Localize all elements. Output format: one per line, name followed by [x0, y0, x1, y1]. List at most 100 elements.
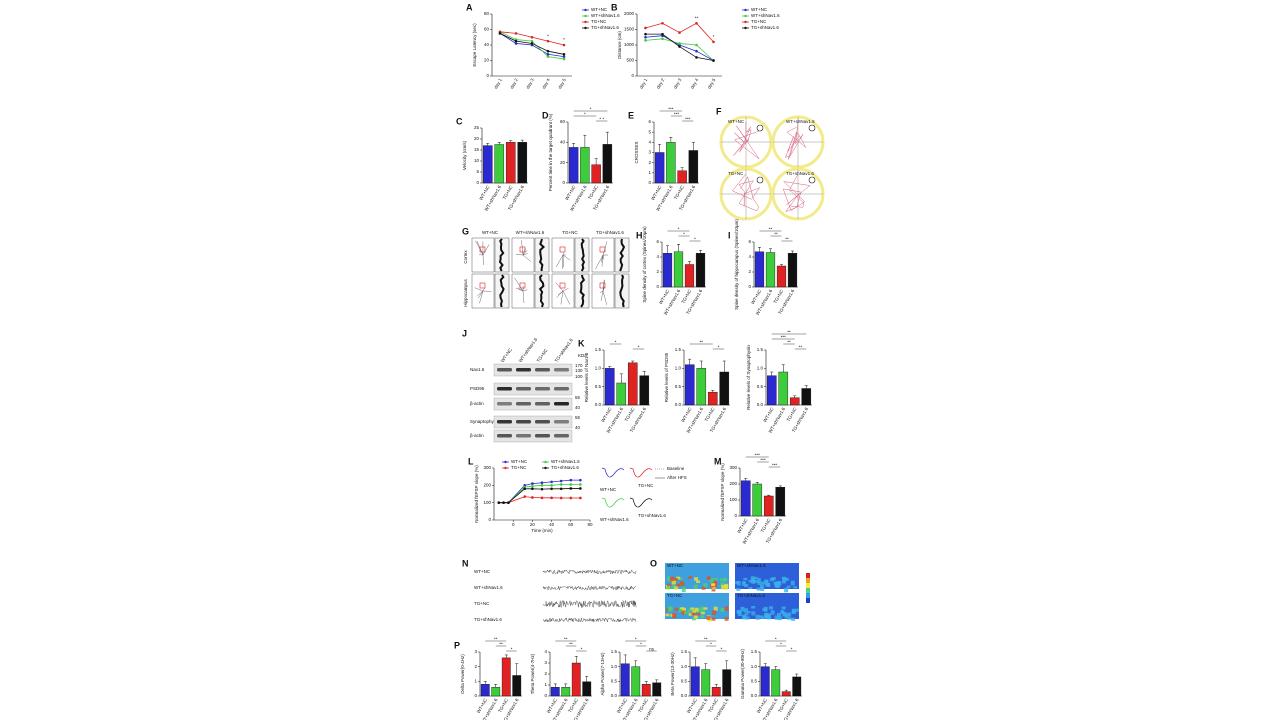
band — [516, 387, 531, 391]
legend-marker — [584, 8, 587, 12]
mw-marker: 55 — [575, 415, 581, 420]
spectral-patch — [665, 613, 670, 617]
bar — [696, 368, 707, 406]
pool-label: WT+NC — [728, 119, 745, 124]
dendrite-segment — [619, 238, 626, 272]
unit-label: KDa — [578, 353, 587, 358]
epsp-trace — [629, 497, 653, 508]
spectral-patch — [776, 581, 781, 585]
spectral-patch — [711, 583, 716, 587]
significance-label: *** — [685, 116, 691, 121]
column-label: TG+NC — [536, 347, 549, 363]
spectral-patch — [786, 585, 791, 588]
significance-label: ** — [569, 641, 573, 646]
spectral-patch — [763, 613, 768, 616]
data-point — [678, 31, 681, 34]
data-point — [498, 32, 502, 35]
y-axis-label: Theta Power(4-7Hz) — [530, 653, 535, 694]
band — [554, 420, 569, 424]
data-point — [559, 479, 563, 483]
band — [554, 368, 569, 372]
legend-marker — [744, 14, 747, 18]
swim-path — [782, 173, 811, 213]
legend-label: WT+NC — [511, 459, 528, 464]
spectral-patch — [777, 616, 782, 621]
spectral-patch — [794, 608, 799, 612]
column-label: WT+shNav1.6 — [516, 230, 545, 235]
spectral-patch — [756, 577, 761, 583]
bar — [666, 142, 676, 184]
band — [497, 402, 512, 406]
band — [535, 420, 550, 424]
y-tick-label: 1.5 — [611, 649, 618, 654]
spectral-patch — [736, 587, 741, 591]
y-tick-label: 1 — [474, 679, 477, 684]
data-point — [546, 49, 550, 53]
legend-marker — [544, 460, 547, 464]
data-point — [661, 22, 664, 25]
spectral-patch — [741, 581, 746, 586]
y-axis-label: Velocity (cm/s) — [462, 140, 467, 170]
significance-label: * — [780, 641, 782, 646]
spectral-patch — [681, 611, 686, 615]
bar — [752, 483, 763, 517]
spectral-patch — [693, 615, 698, 619]
colorbar — [806, 598, 810, 603]
bar — [776, 265, 787, 288]
y-tick-label: 1.5 — [757, 347, 764, 352]
spectrogram-label: TG+NC — [667, 593, 683, 598]
data-point — [546, 55, 550, 58]
y-tick-label: 2 — [648, 160, 651, 165]
spectral-patch — [712, 610, 717, 615]
spectral-patch — [740, 606, 745, 612]
data-point — [540, 496, 544, 500]
blot-strip — [493, 397, 573, 411]
x-tick-label: day 4 — [541, 77, 551, 89]
y-tick-label: 5 — [648, 129, 651, 134]
data-point — [569, 478, 573, 482]
significance-label: ** — [494, 636, 498, 641]
significance-label: * * — [599, 116, 604, 121]
spectral-patch — [697, 607, 702, 611]
y-tick-label: 2 — [544, 671, 547, 676]
spectral-patch — [763, 615, 768, 619]
mw-marker: 40 — [575, 405, 581, 410]
dendrite-segment — [498, 238, 505, 272]
spectral-patch — [711, 587, 716, 592]
x-tick-label: day 2 — [656, 77, 666, 89]
spectral-patch — [688, 612, 693, 616]
x-tick-label: day 1 — [639, 77, 649, 89]
spectral-patch — [751, 611, 756, 616]
dendrite-segment — [619, 274, 625, 308]
y-tick-label: 2 — [474, 664, 477, 669]
y-tick-label: 200 — [483, 483, 491, 488]
spectral-patch — [793, 586, 798, 589]
y-tick-label: 1.5 — [751, 649, 758, 654]
pool-label: TG+NC — [728, 171, 744, 176]
swim-path — [732, 173, 761, 212]
spectral-patch — [745, 616, 750, 620]
spectral-patch — [753, 576, 758, 579]
legend-marker — [584, 26, 587, 30]
spectral-patch — [676, 583, 681, 587]
y-tick-label: 1 — [648, 170, 651, 175]
spectral-patch — [753, 580, 758, 584]
dendrite-segment — [579, 274, 586, 308]
pool-label: WT+shNav1.6 — [786, 119, 815, 124]
legend-label: After HFS — [667, 475, 687, 480]
band — [535, 402, 550, 406]
significance-label: * — [710, 641, 712, 646]
data-point — [559, 483, 563, 486]
panel-letter: P — [454, 640, 460, 650]
x-tick-label: day 4 — [690, 77, 700, 89]
bar — [604, 368, 615, 406]
y-axis-label: Distance (cm) — [617, 31, 622, 59]
spectral-patch — [672, 613, 677, 618]
spectral-patch — [791, 609, 796, 614]
significance-label: ** — [769, 226, 773, 231]
y-tick-label: 60 — [484, 27, 490, 32]
data-point — [531, 484, 534, 488]
spectral-patch — [744, 613, 749, 616]
significance-label: * — [584, 111, 586, 116]
data-point — [514, 42, 518, 45]
